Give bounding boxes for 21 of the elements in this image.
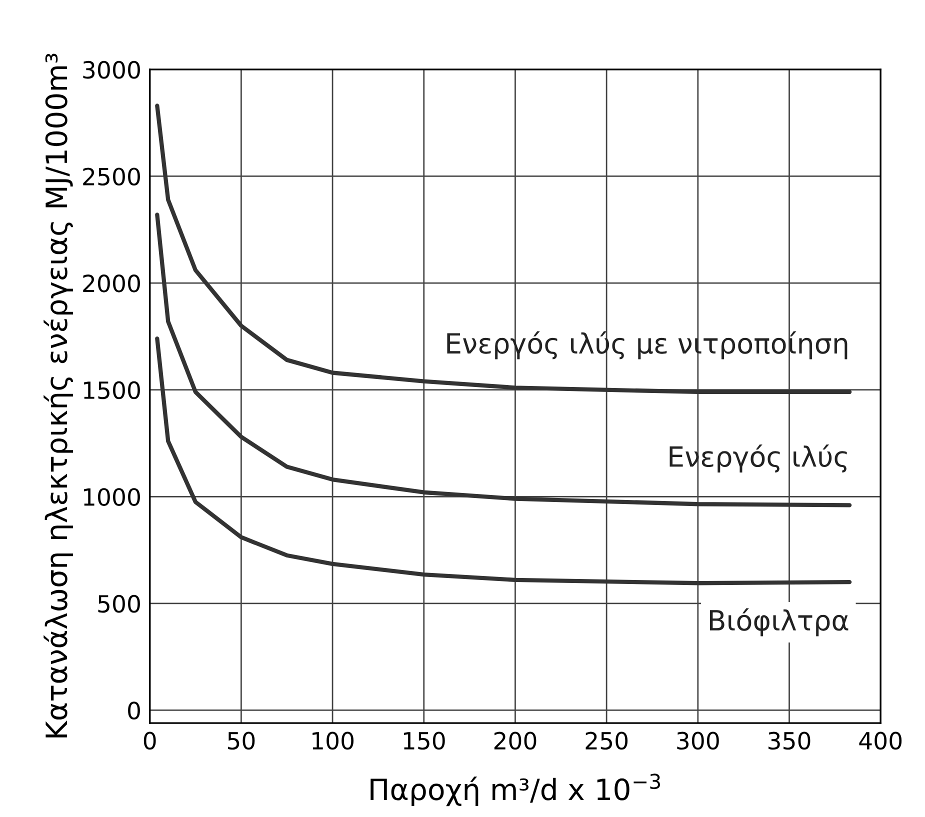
x-tick-label: 50 [228, 732, 255, 750]
y-tick-label: 2500 [83, 168, 140, 186]
y-tick-label: 3000 [83, 60, 140, 79]
y-axis-title: Κατανάλωση ηλεκτρικής ενέργειας MJ/1000m³ [44, 54, 74, 738]
x-tick-label: 300 [677, 732, 719, 750]
x-tick-label: 400 [859, 732, 902, 750]
x-tick-label: 250 [586, 732, 628, 750]
y-tick-label: 2000 [83, 274, 140, 292]
series-label: Βιόφιλτρα [710, 608, 848, 636]
line-series [155, 212, 852, 508]
x-tick-label: 200 [494, 732, 536, 750]
x-tick-label: 150 [404, 732, 445, 750]
x-tick-label: 100 [312, 732, 354, 750]
line-series [155, 104, 852, 394]
x-tick-label: 0 [144, 732, 156, 750]
y-tick-label: 500 [98, 594, 140, 613]
x-tick-label: 350 [768, 732, 810, 750]
y-tick-label: 1000 [84, 488, 140, 506]
y-tick-label: 1500 [84, 381, 140, 400]
y-tick-label: 0 [128, 702, 140, 720]
x-axis-title: Παροχή m³/d x 10$^{−3}$ [370, 774, 660, 806]
